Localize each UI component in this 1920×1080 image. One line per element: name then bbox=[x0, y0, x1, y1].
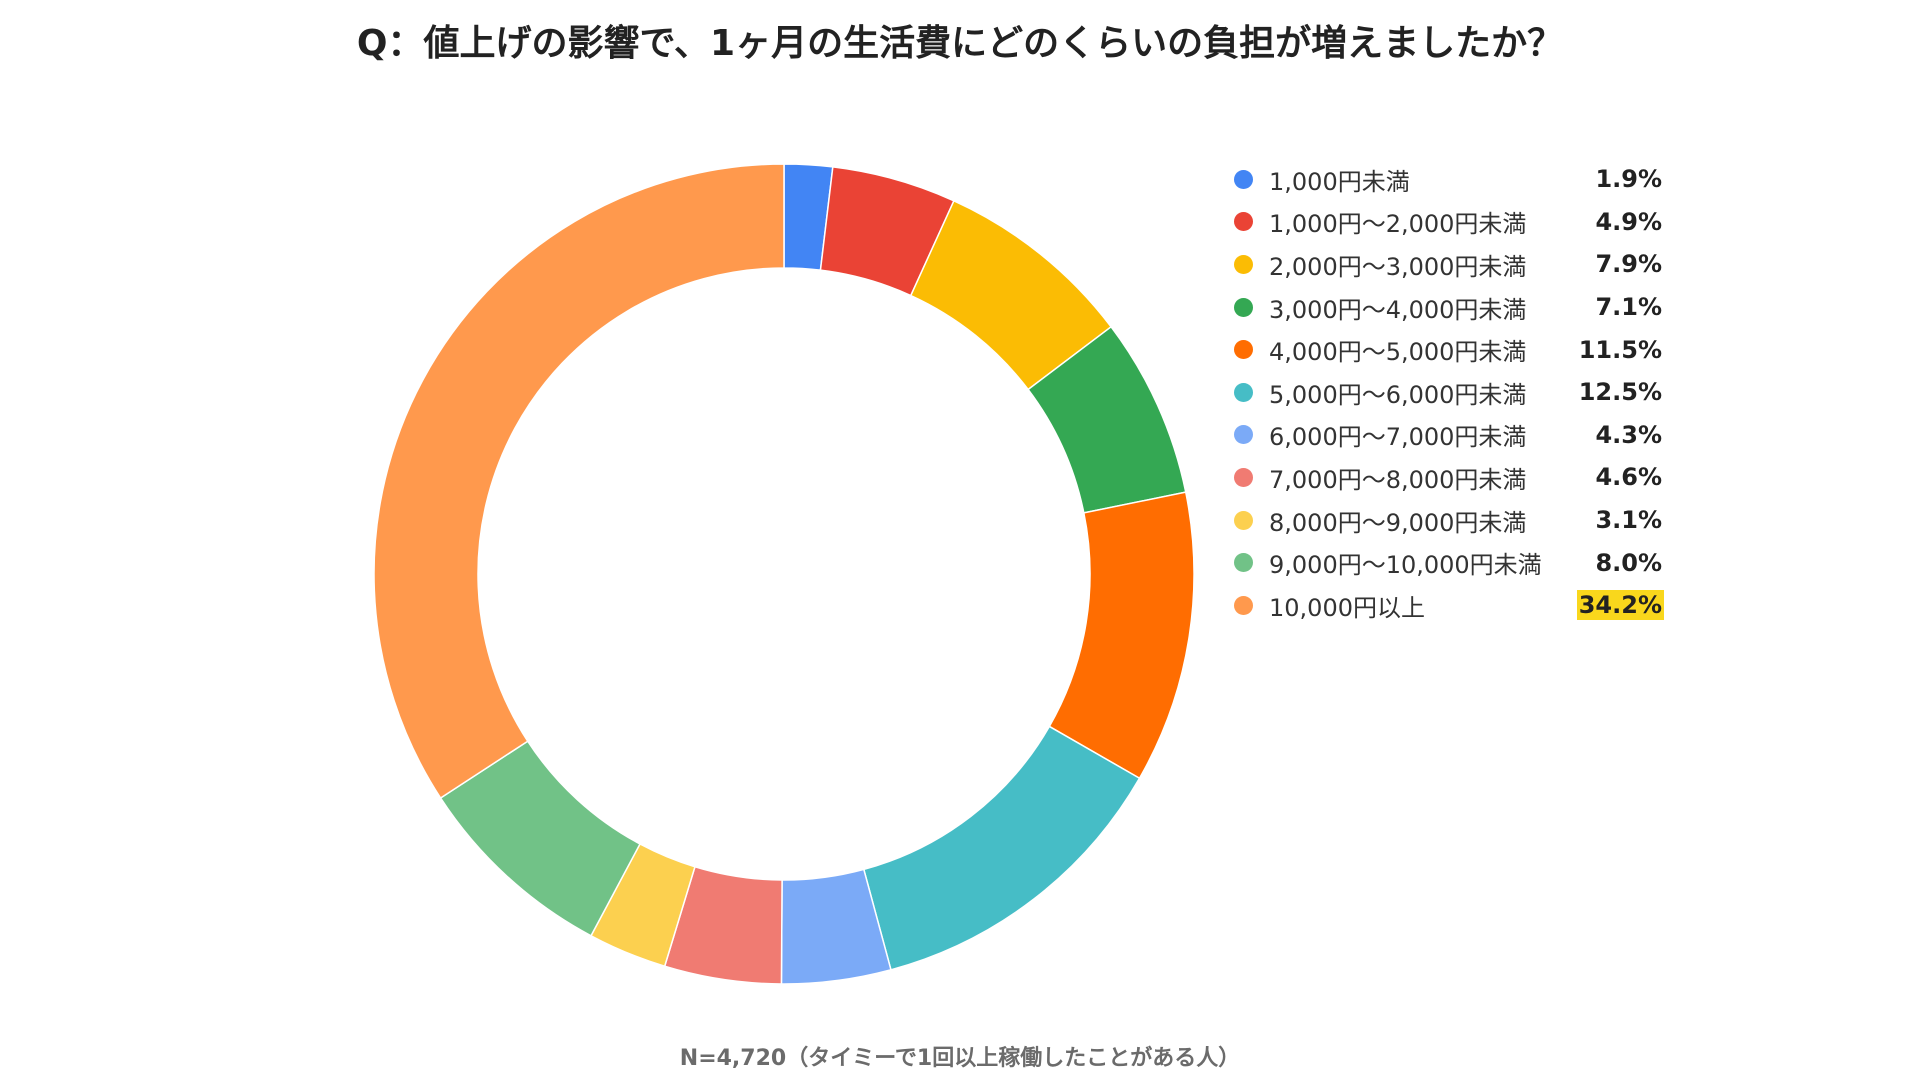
donut-slices bbox=[373, 163, 1195, 985]
legend-swatch bbox=[1234, 595, 1253, 615]
legend-swatch bbox=[1234, 340, 1253, 360]
legend-value: 4.3% bbox=[1595, 420, 1662, 449]
legend-value: 1.9% bbox=[1595, 165, 1662, 194]
legend-label: 1,000円～2,000円未満 bbox=[1269, 210, 1527, 239]
legend-item: 3,000円～4,000円未満 7.1% bbox=[1234, 286, 1674, 329]
legend-item: 10,000円以上 34.2% bbox=[1234, 584, 1674, 627]
legend: 1,000円未満 1.9% 1,000円～2,000円未満 4.9% 2,000円～3,… bbox=[1234, 158, 1674, 627]
legend-item: 7,000円～8,000円未満 4.6% bbox=[1234, 456, 1674, 499]
legend-value: 34.2% bbox=[1576, 590, 1664, 621]
legend-value: 12.5% bbox=[1578, 378, 1662, 407]
legend-value: 4.6% bbox=[1595, 463, 1662, 492]
legend-item: 1,000円～2,000円未満 4.9% bbox=[1234, 201, 1674, 244]
donut-slice-6 bbox=[862, 725, 1141, 971]
legend-label: 1,000円未満 bbox=[1269, 167, 1410, 196]
legend-label: 2,000円～3,000円未満 bbox=[1269, 252, 1527, 281]
legend-swatch bbox=[1234, 212, 1253, 232]
legend-item: 5,000円～6,000円未満 12.5% bbox=[1234, 371, 1674, 414]
legend-item: 1,000円未満 1.9% bbox=[1234, 158, 1674, 201]
legend-value: 8.0% bbox=[1595, 548, 1662, 577]
legend-swatch bbox=[1234, 510, 1253, 530]
legend-swatch bbox=[1234, 553, 1253, 573]
legend-label: 6,000円～7,000円未満 bbox=[1269, 423, 1527, 452]
donut-slice-5 bbox=[1048, 491, 1195, 780]
legend-swatch bbox=[1234, 297, 1253, 317]
legend-label: 8,000円～9,000円未満 bbox=[1269, 508, 1527, 537]
legend-label: 9,000円～10,000円未満 bbox=[1269, 551, 1542, 580]
legend-label: 3,000円～4,000円未満 bbox=[1269, 295, 1527, 324]
legend-swatch bbox=[1234, 254, 1253, 274]
legend-item: 9,000円～10,000円未満 8.0% bbox=[1234, 541, 1674, 584]
legend-label: 7,000円～8,000円未満 bbox=[1269, 465, 1527, 494]
chart-title: Q：値上げの影響で、1ヶ月の生活費にどのくらいの負担が増えましたか？ bbox=[356, 23, 1564, 64]
legend-item: 8,000円～9,000円未満 3.1% bbox=[1234, 499, 1674, 542]
legend-label: 4,000円～5,000円未満 bbox=[1269, 338, 1527, 367]
legend-item: 4,000円～5,000円未満 11.5% bbox=[1234, 328, 1674, 371]
legend-swatch bbox=[1234, 169, 1253, 189]
legend-swatch bbox=[1234, 425, 1253, 445]
legend-value: 3.1% bbox=[1595, 506, 1662, 535]
legend-value: 11.5% bbox=[1578, 335, 1662, 364]
legend-label: 5,000円～6,000円未満 bbox=[1269, 380, 1527, 409]
legend-item: 6,000円～7,000円未満 4.3% bbox=[1234, 414, 1674, 457]
legend-value: 7.1% bbox=[1595, 293, 1662, 322]
legend-label: 10,000円以上 bbox=[1269, 593, 1425, 622]
legend-value: 7.9% bbox=[1595, 250, 1662, 279]
donut-slice-11 bbox=[373, 163, 785, 800]
legend-swatch bbox=[1234, 382, 1253, 402]
legend-value: 4.9% bbox=[1595, 207, 1662, 236]
legend-item: 2,000円～3,000円未満 7.9% bbox=[1234, 243, 1674, 286]
legend-swatch bbox=[1234, 467, 1253, 487]
sample-size-footnote: N=4,720（タイミーで1回以上稼働したことがある人） bbox=[679, 1046, 1241, 1071]
